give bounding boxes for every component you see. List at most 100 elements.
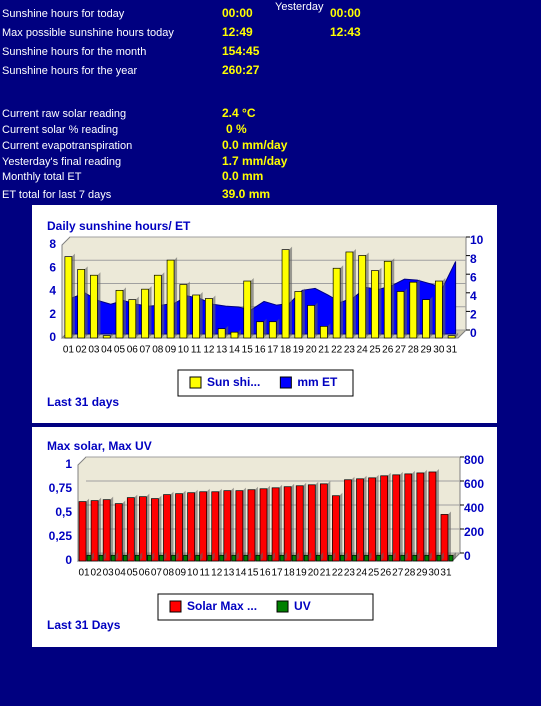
x-tick-label: 05	[114, 345, 126, 356]
x-tick-label: 06	[127, 345, 139, 356]
x-tick-label: 17	[267, 345, 279, 356]
stat-label: Sunshine hours for the month	[2, 46, 146, 58]
bar	[436, 554, 442, 562]
stat-value: 154:45	[222, 44, 260, 58]
stat-value: 00:00	[222, 6, 253, 20]
x-tick-label: 06	[139, 568, 151, 579]
x-tick-label: 12	[211, 568, 223, 579]
bar-side	[175, 552, 179, 561]
bar	[98, 554, 104, 562]
bar-side	[71, 253, 75, 338]
x-tick-label: 09	[175, 568, 187, 579]
bar-side	[199, 552, 203, 561]
reading-value: 1.7 mm/day	[222, 154, 288, 168]
bar	[207, 554, 213, 562]
chart-title: Max solar, Max UV	[47, 439, 152, 453]
x-tick-label: 04	[115, 568, 127, 579]
bar	[268, 321, 277, 339]
bar	[139, 496, 147, 562]
bar-side	[375, 474, 379, 561]
bar-side	[429, 296, 433, 338]
bar	[364, 554, 369, 562]
x-tick-label: 07	[151, 568, 163, 579]
bar	[380, 475, 388, 562]
bar	[151, 498, 159, 562]
bar-side	[267, 485, 270, 561]
x-tick-label: 14	[229, 345, 241, 356]
bar-side	[428, 552, 432, 561]
bar-side	[127, 552, 131, 561]
bar-side	[174, 257, 178, 338]
x-tick-label: 05	[127, 568, 139, 579]
bar	[235, 490, 244, 562]
stat-yesterday: 00:00	[330, 6, 361, 20]
bar-side	[225, 325, 229, 338]
bar	[153, 274, 162, 339]
bar	[295, 485, 304, 562]
bar-side	[435, 468, 439, 561]
bar	[319, 483, 328, 562]
bar	[217, 328, 226, 339]
x-tick-label: 30	[428, 568, 440, 579]
bar	[159, 554, 164, 562]
x-tick-label: 23	[344, 345, 356, 356]
bar	[147, 554, 152, 562]
bar-side	[284, 552, 288, 561]
y-tick-label: 0,75	[49, 481, 73, 495]
legend-swatch	[189, 376, 202, 389]
legend-box	[157, 593, 374, 621]
bar	[102, 335, 111, 339]
y-tick-label: 6	[49, 260, 56, 274]
bar	[448, 554, 454, 562]
bar-side	[223, 552, 227, 561]
bar-side	[211, 552, 215, 561]
bar-side	[327, 323, 331, 338]
x-tick-label: 04	[101, 345, 113, 356]
y2-tick-label: 8	[470, 252, 477, 266]
bar-side	[356, 552, 360, 561]
bar	[211, 491, 220, 562]
y-tick-label: 0,25	[49, 529, 73, 543]
bar	[368, 477, 376, 562]
y2-tick-label: 200	[464, 525, 484, 539]
bar	[332, 495, 340, 562]
x-tick-label: 01	[78, 568, 90, 579]
bar-side	[254, 486, 258, 561]
y2-tick-label: 600	[464, 477, 484, 491]
bar	[340, 554, 345, 562]
x-tick-label: 22	[332, 568, 344, 579]
bar-side	[199, 291, 203, 338]
bar	[447, 335, 456, 339]
bar-side	[212, 295, 216, 338]
bar	[255, 554, 261, 562]
bar	[396, 291, 405, 339]
bar-side	[134, 494, 138, 561]
chart-title: Daily sunshine hours/ ET	[47, 219, 191, 233]
x-tick-label: 20	[308, 568, 320, 579]
bar-side	[279, 484, 283, 561]
y2-tick-label: 0	[470, 326, 477, 340]
bar-side	[447, 511, 451, 561]
reading-label: ET total for last 7 days	[2, 189, 112, 201]
bar-side	[416, 552, 420, 561]
bar	[327, 554, 333, 562]
x-tick-label: 23	[344, 568, 356, 579]
bar-side	[315, 481, 319, 561]
bar-side	[308, 552, 312, 561]
y2-tick-label: 6	[470, 270, 477, 284]
bar	[344, 479, 352, 562]
x-tick-label: 25	[368, 568, 380, 579]
x-tick-label: 28	[408, 345, 420, 356]
bar	[199, 491, 208, 562]
x-tick-label: 31	[446, 345, 458, 356]
x-tick-label: 25	[369, 345, 381, 356]
bar-side	[303, 482, 307, 561]
x-tick-label: 08	[152, 345, 164, 356]
bar-side	[442, 278, 446, 338]
bar-side	[194, 489, 198, 561]
bar	[416, 472, 425, 562]
bar	[183, 554, 188, 562]
x-tick-label: 12	[203, 345, 215, 356]
bar	[166, 259, 175, 339]
x-tick-label: 02	[91, 568, 103, 579]
